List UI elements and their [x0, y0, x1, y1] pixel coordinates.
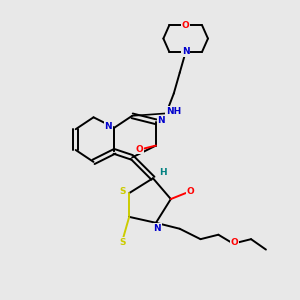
- Text: N: N: [182, 47, 190, 56]
- Text: N: N: [158, 116, 165, 125]
- Text: O: O: [182, 21, 190, 30]
- Text: S: S: [119, 238, 126, 247]
- Text: O: O: [231, 238, 239, 247]
- Text: O: O: [186, 187, 194, 196]
- Text: H: H: [160, 168, 167, 177]
- Text: S: S: [119, 187, 126, 196]
- Text: O: O: [136, 145, 143, 154]
- Text: N: N: [105, 122, 112, 131]
- Text: NH: NH: [166, 107, 182, 116]
- Text: N: N: [154, 224, 161, 233]
